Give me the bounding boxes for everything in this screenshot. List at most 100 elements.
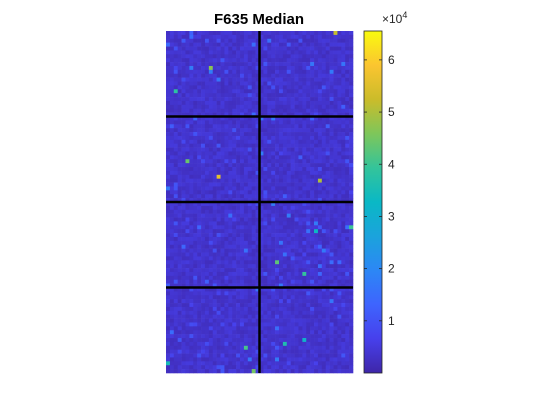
heatmap-cell <box>204 143 210 148</box>
heatmap-cell <box>259 202 264 207</box>
heatmap-cell <box>333 135 338 141</box>
heatmap-cell <box>294 271 299 277</box>
heatmap-cell <box>193 97 198 102</box>
heatmap-cell <box>294 233 299 238</box>
heatmap-cell <box>345 198 350 203</box>
heatmap-cell <box>228 139 233 145</box>
heatmap-cell <box>240 330 245 335</box>
heatmap-cell <box>278 291 284 296</box>
heatmap-cell <box>349 81 354 86</box>
heatmap-cell <box>177 159 182 164</box>
heatmap-cell <box>259 167 264 172</box>
heatmap-cell <box>193 50 198 55</box>
heatmap-cell <box>271 306 276 312</box>
heatmap-cell <box>251 124 256 129</box>
heatmap-cell <box>314 345 319 350</box>
heatmap-cell <box>333 279 338 284</box>
heatmap-cell <box>173 365 178 370</box>
heatmap-cell <box>220 186 225 191</box>
heatmap-cell <box>341 271 346 277</box>
heatmap-cell <box>185 100 190 106</box>
heatmap-cell <box>212 186 217 191</box>
heatmap-cell <box>251 279 256 284</box>
heatmap-cell <box>173 46 178 51</box>
heatmap-cell <box>232 338 237 343</box>
heatmap-cell <box>278 205 284 211</box>
heatmap-cell <box>228 303 233 308</box>
heatmap-cell <box>341 77 346 82</box>
heatmap-cell <box>236 303 241 308</box>
heatmap-cell <box>197 143 202 148</box>
heatmap-cell <box>236 54 241 59</box>
heatmap-cell <box>290 31 295 36</box>
heatmap-cell <box>204 42 210 47</box>
heatmap-cell <box>201 310 206 316</box>
heatmap-cell <box>271 194 276 199</box>
heatmap-cell <box>169 365 175 370</box>
heatmap-cell <box>251 287 256 292</box>
heatmap-cell <box>240 73 245 78</box>
heatmap-cell <box>201 334 206 339</box>
heatmap-cell <box>263 338 268 343</box>
heatmap-cell <box>345 77 350 82</box>
heatmap-cell <box>349 62 354 67</box>
heatmap-cell <box>185 369 190 374</box>
heatmap-cell <box>240 81 245 86</box>
heatmap-cell <box>212 190 217 195</box>
heatmap-cell <box>345 116 350 121</box>
heatmap-cell <box>259 240 264 246</box>
heatmap-cell <box>204 299 210 304</box>
heatmap-cell <box>329 353 334 358</box>
heatmap-cell <box>193 163 198 168</box>
heatmap-cell <box>329 170 334 176</box>
heatmap-cell <box>166 299 171 304</box>
heatmap-cell <box>189 303 194 308</box>
heatmap-cell <box>197 295 202 300</box>
heatmap-cell <box>302 213 307 218</box>
heatmap-cell <box>189 139 194 145</box>
heatmap-cell <box>317 225 323 230</box>
heatmap-cell <box>204 213 210 218</box>
heatmap-cell <box>329 240 334 246</box>
heatmap-cell <box>169 217 175 222</box>
heatmap-cell <box>329 194 334 199</box>
heatmap-cell <box>208 306 214 312</box>
heatmap-cell <box>193 77 198 82</box>
heatmap-cell <box>298 252 303 257</box>
heatmap-cell <box>329 190 334 195</box>
heatmap-cell <box>181 341 186 347</box>
heatmap-cell <box>282 159 288 164</box>
heatmap-cell <box>345 326 350 331</box>
heatmap-cell <box>185 287 190 292</box>
heatmap-cell <box>220 182 225 187</box>
heatmap-cell <box>166 132 171 137</box>
heatmap-cell <box>228 58 233 63</box>
heatmap-cell <box>169 42 175 47</box>
heatmap-cell <box>212 163 217 168</box>
heatmap-cell <box>310 334 315 339</box>
heatmap-cell <box>185 155 190 160</box>
heatmap-cell <box>169 81 175 86</box>
heatmap-cell <box>263 244 268 249</box>
heatmap-cell <box>341 34 346 40</box>
heatmap-cell <box>247 167 253 172</box>
heatmap-cell <box>177 120 182 125</box>
heatmap-cell <box>169 202 175 207</box>
heatmap-cell <box>306 73 311 78</box>
heatmap-cell <box>337 135 342 141</box>
heatmap-cell <box>224 310 229 316</box>
heatmap-cell <box>251 353 256 358</box>
heatmap-cell <box>193 194 198 199</box>
heatmap-cell <box>345 338 350 343</box>
heatmap-cell <box>232 89 237 94</box>
heatmap-cell <box>232 365 237 370</box>
heatmap-cell <box>243 116 249 121</box>
heatmap-cell <box>286 205 291 211</box>
heatmap-cell <box>286 357 291 362</box>
heatmap-cell <box>341 155 346 160</box>
heatmap-cell <box>329 163 334 168</box>
heatmap-cell <box>216 240 221 246</box>
heatmap-cell <box>224 260 229 265</box>
heatmap-cell <box>349 77 354 82</box>
heatmap-cell <box>263 104 268 110</box>
